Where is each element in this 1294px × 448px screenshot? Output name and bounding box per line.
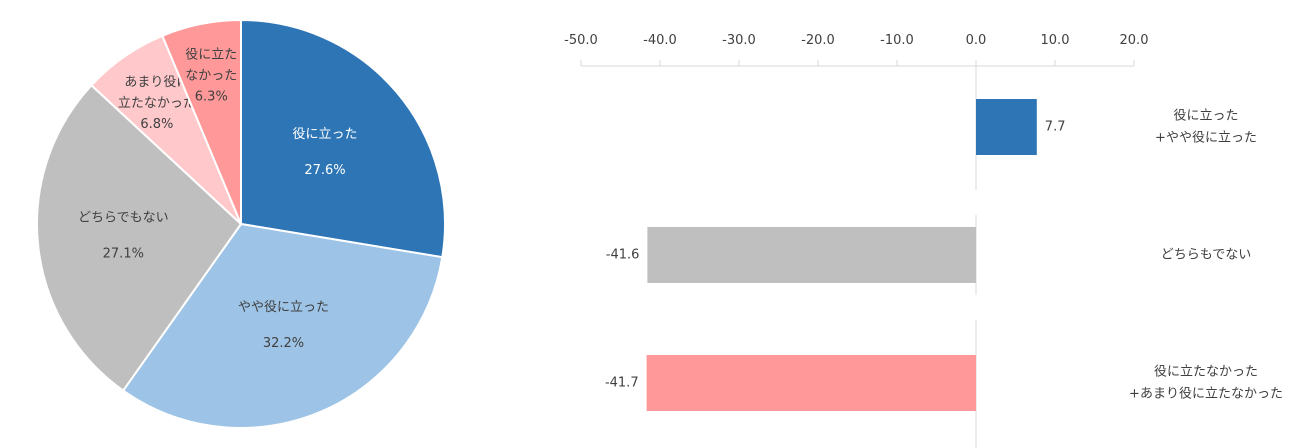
pie-slice	[121, 222, 444, 429]
x-tick-label: 0.0	[966, 33, 987, 48]
x-tick-label: -10.0	[880, 33, 914, 48]
pie-category-label: 役に立った	[292, 127, 357, 142]
category-label: 役に立たなかった	[1154, 365, 1258, 380]
pie-category-label: どちらでもない	[78, 211, 169, 226]
bar	[976, 99, 1037, 155]
bar-value-label: -41.7	[605, 376, 639, 391]
pie-category-label: あまり役に	[124, 75, 189, 90]
pie-value-label: 27.6%	[304, 163, 345, 178]
category-label: 役に立った	[1173, 109, 1238, 124]
pie-chart: 役に立った 27.6% やや役に立った 32.2% どちらでもない 27.1% あまり役に立…	[36, 18, 446, 429]
pie-slice	[36, 83, 243, 392]
pie-value-label: 32.2%	[263, 336, 304, 351]
pie-value-label: 6.8%	[140, 117, 173, 132]
bar-value-label: 7.7	[1045, 120, 1066, 135]
x-tick-label: 10.0	[1041, 33, 1070, 48]
bar	[647, 227, 976, 283]
pie-value-label: 6.3%	[195, 90, 228, 105]
x-tick-label: -40.0	[643, 33, 677, 48]
bar	[646, 355, 976, 411]
x-tick-label: -50.0	[564, 33, 598, 48]
pie-category-label: 役に立た	[185, 48, 237, 63]
pie-slice	[240, 18, 446, 259]
pie-category-label: 立たなかった	[118, 96, 196, 111]
category-label: どちらもでない	[1161, 248, 1251, 263]
category-label: +やや役に立った	[1155, 131, 1257, 146]
x-tick-label: -20.0	[801, 33, 835, 48]
pie-category-label: やや役に立った	[238, 300, 329, 315]
bar-chart: -50.0 -40.0 -30.0 -20.0 -10.0 0.0 10.0 20.0 7.7 役…	[564, 33, 1283, 448]
category-label: +あまり役に立たなかった	[1129, 387, 1283, 402]
pie-value-label: 27.1%	[103, 247, 144, 262]
pie-slice	[161, 18, 242, 225]
bar-value-label: -41.6	[606, 248, 640, 263]
x-tick-label: -30.0	[722, 33, 756, 48]
x-tick-label: 20.0	[1120, 33, 1149, 48]
pie-category-label: なかった	[185, 69, 237, 84]
